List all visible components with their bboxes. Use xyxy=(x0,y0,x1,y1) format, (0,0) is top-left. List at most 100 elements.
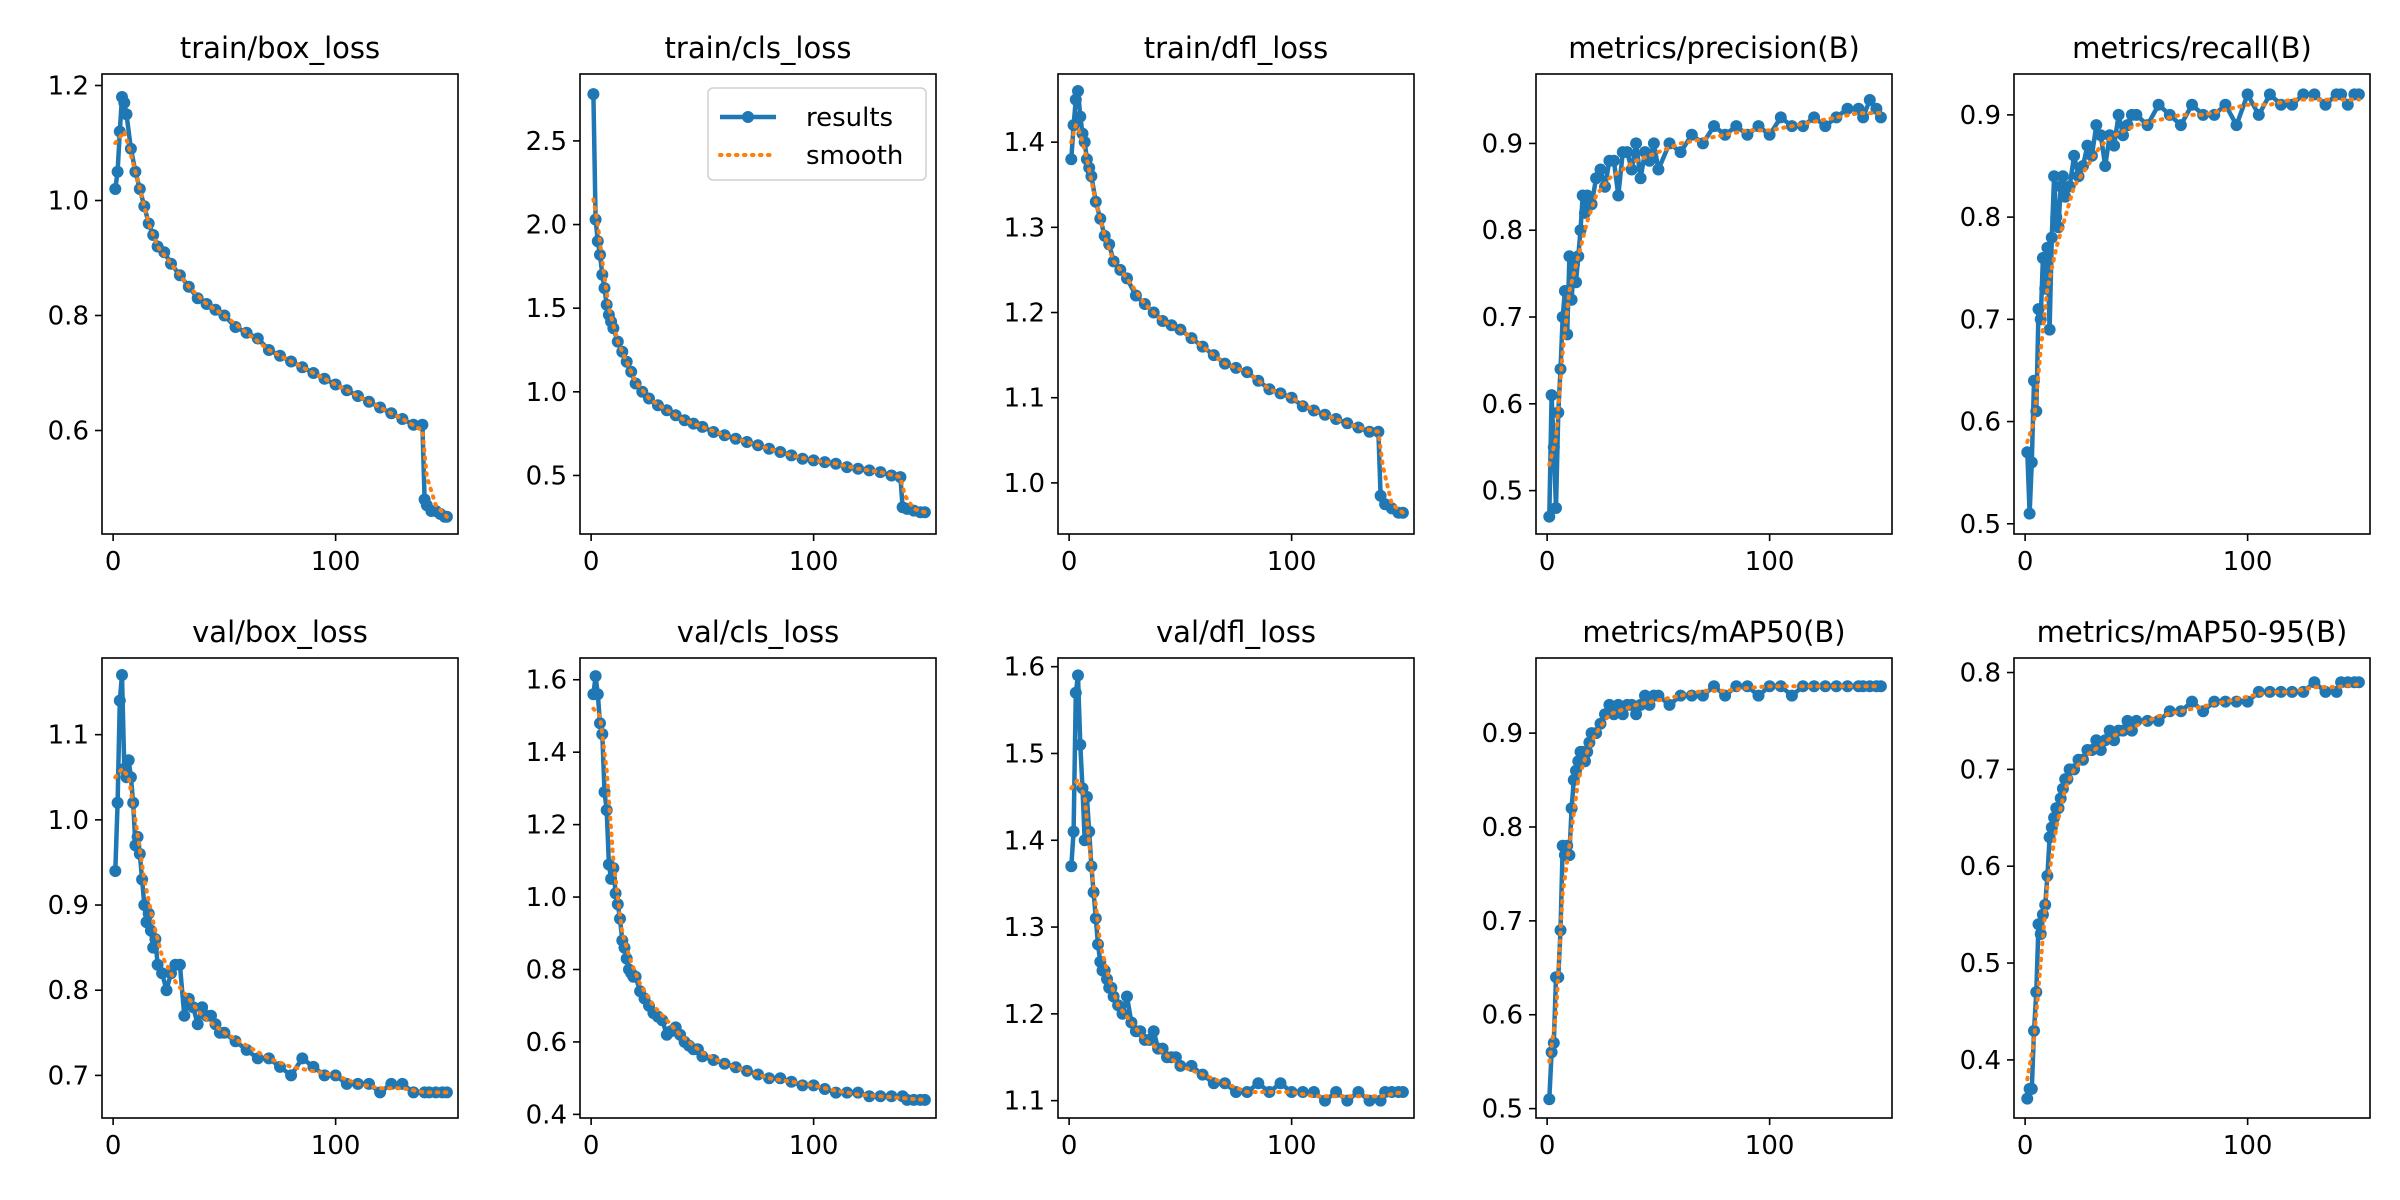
data-point xyxy=(2043,323,2056,336)
x-tick-label: 100 xyxy=(789,1131,839,1161)
y-tick-label: 1.0 xyxy=(526,883,567,913)
x-tick-label: 0 xyxy=(2017,1131,2034,1161)
subplot-title: val/dfl_loss xyxy=(1156,615,1316,649)
data-point xyxy=(1708,120,1720,133)
data-point xyxy=(1819,120,1832,133)
x-tick-label: 0 xyxy=(583,1131,600,1161)
subplot: metrics/mAP50-95(B) 0 100 0.4 0.5 0.6 0.7 0.8 xyxy=(1960,615,2371,1161)
subplot-title: metrics/mAP50(B) xyxy=(1582,615,1845,649)
y-tick-label: 0.9 xyxy=(1960,101,2001,131)
data-point xyxy=(2023,507,2036,520)
data-point xyxy=(407,1086,420,1099)
data-point xyxy=(614,912,626,925)
data-point xyxy=(589,670,602,683)
data-point xyxy=(2094,129,2107,142)
y-tick-label: 0.8 xyxy=(1960,203,2001,233)
data-point xyxy=(1857,111,1870,124)
data-point xyxy=(1652,163,1665,176)
plot-area xyxy=(109,669,453,1099)
data-point xyxy=(2025,456,2038,469)
data-point xyxy=(785,1075,798,1088)
subplot: metrics/precision(B) 0 100 0.5 0.6 0.7 0.8 0.9 xyxy=(1482,31,1893,577)
data-point xyxy=(2308,88,2321,101)
y-tick-label: 1.1 xyxy=(1004,1087,1045,1117)
data-point xyxy=(2152,714,2165,727)
y-tick-label: 0.9 xyxy=(1482,719,1523,749)
data-point xyxy=(1603,698,1616,711)
series-line-smooth xyxy=(1069,119,1405,515)
data-point xyxy=(1552,971,1565,984)
data-point xyxy=(1296,1086,1309,1098)
y-tick-label: 0.4 xyxy=(1960,1046,2001,1076)
data-point xyxy=(2099,160,2112,172)
data-point xyxy=(1785,689,1798,702)
y-tick-label: 0.6 xyxy=(1960,408,2001,438)
data-point xyxy=(596,728,609,741)
data-point xyxy=(111,165,124,178)
y-tick-label: 0.8 xyxy=(526,955,567,985)
y-tick-label: 0.4 xyxy=(526,1100,567,1130)
data-point xyxy=(2186,98,2198,111)
data-point xyxy=(2186,695,2198,708)
data-point xyxy=(918,1093,931,1106)
data-point xyxy=(740,436,753,448)
y-tick-label: 0.6 xyxy=(1482,390,1523,420)
data-point xyxy=(2032,303,2045,316)
y-tick-label: 0.6 xyxy=(1482,1001,1523,1031)
data-point xyxy=(2108,139,2121,152)
y-tick-label: 0.7 xyxy=(1960,755,2001,785)
data-point xyxy=(2335,88,2348,101)
data-point xyxy=(2021,446,2034,459)
data-point xyxy=(2174,119,2187,132)
y-tick-label: 1.4 xyxy=(526,738,567,768)
y-tick-label: 1.3 xyxy=(1004,913,1045,943)
data-point xyxy=(2048,170,2061,183)
axes-frame xyxy=(1535,73,1893,535)
data-point xyxy=(2048,811,2061,824)
y-tick-label: 0.7 xyxy=(1960,305,2001,335)
subplot: train/dfl_loss 0 100 1.0 1.1 1.2 1.3 1.4 xyxy=(1004,31,1415,577)
data-point xyxy=(785,449,798,462)
y-tick-label: 1.2 xyxy=(1004,299,1045,329)
y-tick-label: 0.8 xyxy=(1482,216,1523,246)
y-tick-label: 1.1 xyxy=(48,721,89,751)
data-point xyxy=(1147,1025,1160,1038)
legend-smooth-label: smooth xyxy=(806,141,903,171)
data-point xyxy=(118,96,131,109)
data-point xyxy=(1121,990,1133,1003)
series-line-smooth xyxy=(2025,682,2361,1082)
subplot-title: metrics/recall(B) xyxy=(2072,31,2312,65)
subplot-title: train/dfl_loss xyxy=(1144,31,1328,65)
data-point xyxy=(1639,689,1651,702)
y-tick-label: 2.0 xyxy=(526,211,567,241)
data-point xyxy=(2275,685,2287,698)
y-tick-label: 0.6 xyxy=(526,1028,567,1058)
data-point xyxy=(2041,241,2054,254)
axes-frame xyxy=(101,73,459,535)
data-point xyxy=(191,292,204,305)
data-point xyxy=(2056,170,2069,183)
data-point xyxy=(1074,110,1087,123)
y-tick-label: 0.6 xyxy=(48,417,89,447)
x-tick-label: 100 xyxy=(2223,1131,2273,1161)
data-point xyxy=(1543,510,1556,523)
y-tick-label: 1.2 xyxy=(1004,1000,1045,1030)
data-point xyxy=(2341,98,2354,111)
y-tick-label: 0.8 xyxy=(48,976,89,1006)
data-point xyxy=(109,865,122,877)
data-point xyxy=(1663,698,1676,711)
data-point xyxy=(2117,129,2129,142)
data-point xyxy=(1069,686,1082,699)
series-line-smooth xyxy=(1547,111,1883,467)
plot-area xyxy=(1065,669,1409,1107)
data-point xyxy=(1543,1093,1556,1106)
plot-area xyxy=(587,670,931,1106)
data-point xyxy=(240,1043,253,1056)
subplot: val/box_loss 0 100 0.7 0.8 0.9 1.0 1.1 xyxy=(48,615,459,1161)
x-tick-label: 0 xyxy=(105,1131,122,1161)
data-point xyxy=(138,200,151,213)
data-point xyxy=(173,958,186,971)
data-point xyxy=(1252,1077,1265,1090)
